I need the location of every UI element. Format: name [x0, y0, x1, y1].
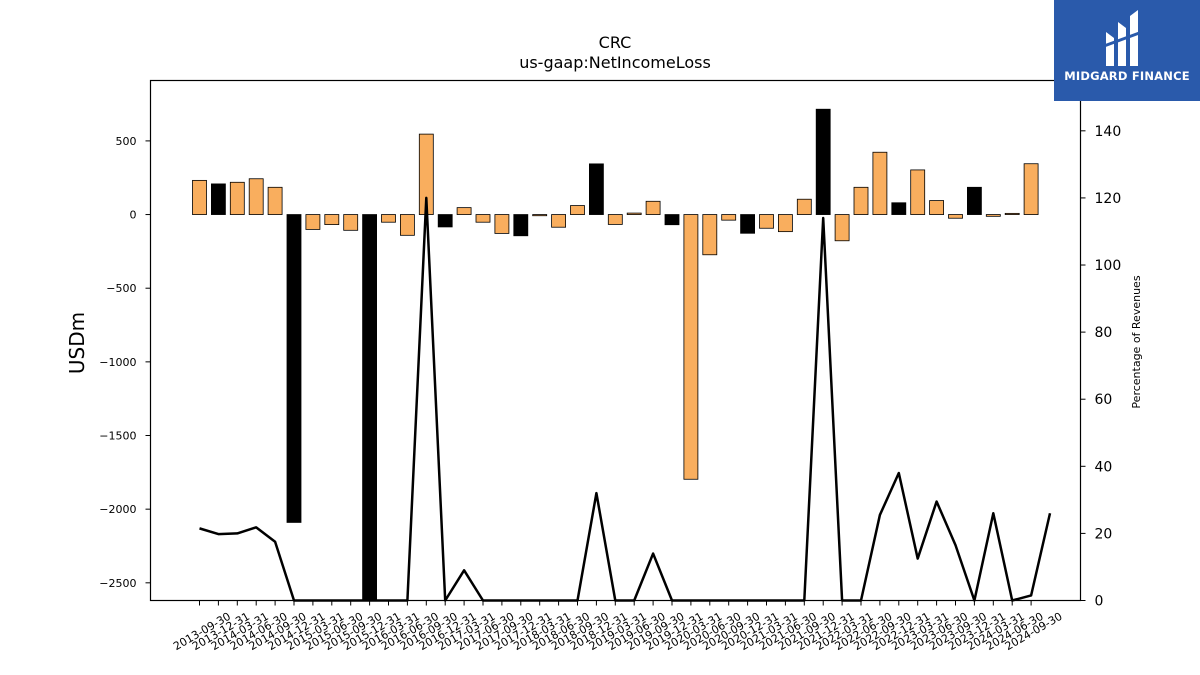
bar-2017-03-31: [456, 207, 472, 215]
bar-2023-09-30: [948, 214, 963, 219]
bar-2020-06-30: [702, 214, 718, 256]
bars-layer: [192, 108, 1039, 601]
y2-axis-label: Percentage of Revenues: [1130, 275, 1143, 408]
bar-2015-09-30: [343, 214, 359, 231]
y-tick-label: −1500: [99, 430, 136, 443]
bar-2022-09-30: [872, 151, 888, 215]
bar-2024-06-30: [1004, 212, 1020, 215]
bar-2022-12-31: [891, 202, 907, 215]
bar-2016-03-31: [381, 214, 396, 223]
bar-2017-09-30: [494, 214, 510, 234]
bar-2020-03-31: [683, 214, 699, 480]
bar-2023-03-31: [910, 169, 926, 215]
bar-2020-12-31: [740, 214, 755, 234]
bar-2022-03-31: [834, 214, 850, 242]
y-tick-label: −1000: [99, 356, 136, 369]
y-tick-label: 500: [116, 135, 137, 148]
percentage-line: [199, 196, 1052, 602]
bar-2017-06-30: [475, 214, 491, 223]
bar-2024-09-30: [1023, 163, 1039, 215]
bar-2014-09-30: [267, 186, 283, 215]
y2-tick-label: 40: [1095, 459, 1113, 475]
bar-2014-06-30: [248, 178, 264, 215]
y-tick-label: −2000: [99, 503, 136, 516]
chart-title: CRC: [598, 33, 632, 52]
bar-2017-12-31: [513, 214, 529, 237]
logo-text: MIDGARD FINANCE: [1064, 69, 1190, 83]
bar-2015-12-31: [362, 214, 378, 601]
bar-2021-06-30: [778, 214, 793, 233]
y-axis-label: USDm: [65, 312, 89, 374]
bar-2023-06-30: [929, 200, 944, 215]
bar-2018-09-30: [570, 205, 585, 215]
bar-2019-09-30: [645, 200, 661, 215]
y2-tick-label: 120: [1095, 191, 1122, 207]
y2-tick-label: 100: [1095, 258, 1122, 274]
y2-tick-label: 60: [1095, 392, 1113, 408]
bar-2021-12-31: [815, 108, 831, 215]
bar-2023-12-31: [967, 186, 982, 215]
bar-2018-12-31: [589, 163, 604, 215]
bar-2013-09-30: [192, 179, 207, 215]
chart-subtitle: us-gaap:NetIncomeLoss: [519, 53, 711, 72]
bar-2020-09-30: [721, 214, 737, 221]
bar-2021-09-30: [796, 198, 812, 215]
y-tick-label: −500: [106, 282, 136, 295]
bar-2021-03-31: [759, 214, 774, 229]
bar-2019-06-30: [626, 212, 642, 215]
line-layer: [199, 196, 1052, 602]
bar-2014-03-31: [229, 181, 245, 215]
bar-2013-12-31: [210, 183, 226, 215]
bar-2024-03-31: [985, 214, 1001, 217]
bar-2014-12-31: [286, 214, 302, 523]
midgard-finance-logo: MIDGARD FINANCE: [1054, 0, 1200, 101]
bar-2019-12-31: [664, 214, 680, 226]
y-tick-label: 0: [130, 209, 137, 222]
bar-2015-06-30: [324, 214, 340, 225]
y2-tick-label: 80: [1095, 325, 1113, 341]
y2-tick-label: 0: [1095, 594, 1104, 610]
bar-2019-03-31: [607, 214, 623, 225]
midgard-logo-icon: [1103, 10, 1143, 66]
axes-layer: 500 0 −500 −1000 −1500 −2000 −2500 0 20 40 60 80 100…: [99, 124, 1121, 653]
y2-tick-label: 20: [1095, 526, 1113, 542]
y-tick-label: −2500: [99, 577, 136, 590]
bar-2016-06-30: [399, 214, 415, 236]
bar-2022-06-30: [853, 186, 869, 215]
bar-2018-06-30: [551, 214, 566, 228]
bar-2015-03-31: [305, 214, 321, 230]
y2-tick-label: 140: [1095, 124, 1122, 140]
bar-2018-03-31: [532, 214, 548, 217]
bar-2016-12-31: [437, 214, 453, 228]
